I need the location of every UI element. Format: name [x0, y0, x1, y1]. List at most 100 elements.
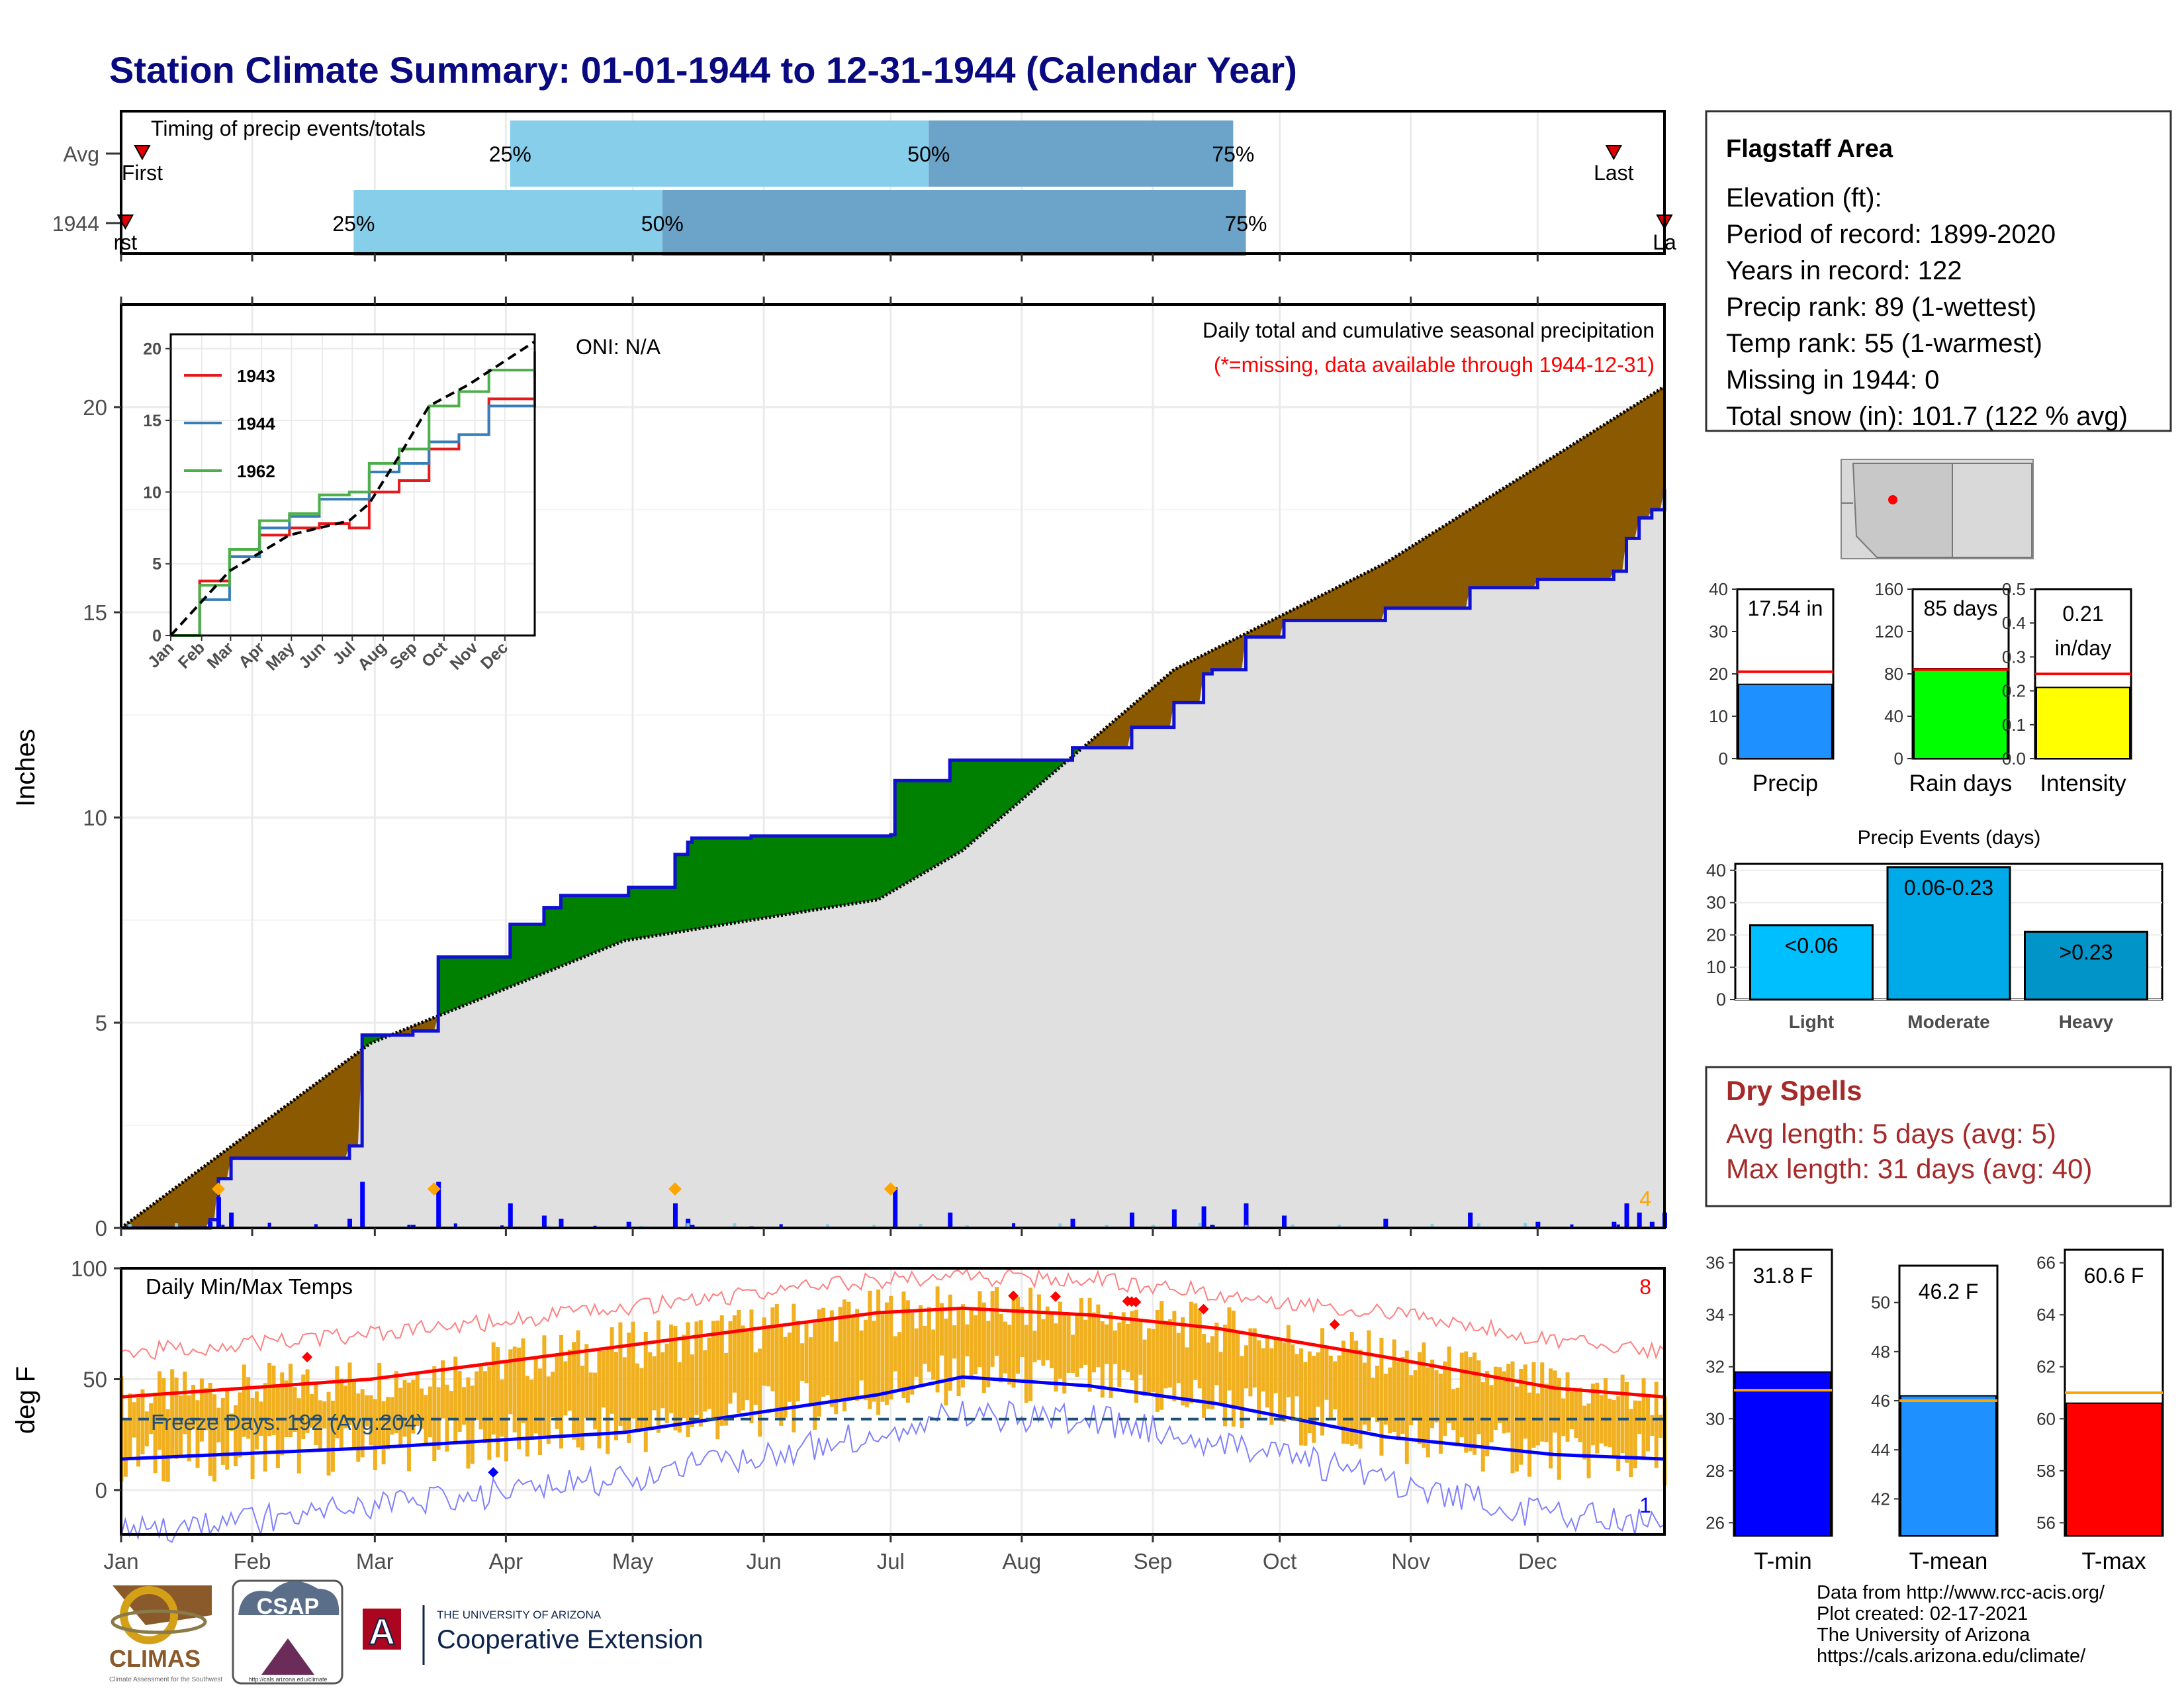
precip-diff-segment	[1406, 546, 1412, 609]
daily-temp-bar	[1480, 1382, 1485, 1472]
station-info-line: Elevation (ft):	[1726, 183, 1882, 212]
daily-temp-bar	[1320, 1328, 1324, 1436]
daily-precip-bar	[508, 1203, 513, 1228]
daily-precip-bar	[825, 1224, 829, 1228]
daily-temp-bar	[538, 1368, 543, 1455]
daily-temp-bar	[1227, 1307, 1232, 1391]
daily-precip-bar	[1291, 1224, 1295, 1228]
daily-temp-bar	[1071, 1335, 1075, 1373]
daily-temp-bar	[1531, 1362, 1536, 1448]
daily-temp-bar	[1443, 1361, 1447, 1436]
precip-diff-segment	[856, 835, 862, 904]
precip-diff-segment	[653, 887, 659, 937]
daily-temp-bar	[128, 1393, 132, 1459]
daily-precip-bar	[1624, 1203, 1629, 1228]
tbar-y-tick-label: 46	[1871, 1391, 1890, 1411]
precip-diff-segment	[306, 1086, 312, 1158]
daily-temp-bar	[1312, 1356, 1316, 1443]
daily-temp-bar	[677, 1362, 682, 1433]
tbar-value-label: 60.6 F	[2084, 1264, 2144, 1288]
precip-diff-segment	[692, 837, 697, 930]
precip-diff-segment	[582, 895, 587, 959]
daily-temp-bar	[529, 1380, 534, 1440]
precip-diff-segment	[615, 895, 621, 945]
precip-events-chart: Precip Events (days) 0 10 20 30 40 <0.06 Light 0…	[1706, 827, 2163, 1032]
daily-temp-bar	[1489, 1385, 1494, 1442]
precip-diff-segment	[1313, 596, 1318, 621]
daily-precip-bar	[872, 1225, 876, 1228]
daily-temp-bar	[386, 1397, 390, 1450]
daily-temp-bar	[969, 1307, 974, 1380]
station-info-line: Temp rank: 55 (1-warmest)	[1726, 329, 2042, 358]
precip-diff-segment	[1626, 407, 1631, 539]
precip-diff-segment	[772, 835, 777, 917]
precip-diff-segment	[539, 923, 545, 976]
daily-temp-bar	[698, 1320, 703, 1427]
daily-temp-bar	[1147, 1328, 1152, 1393]
daily-temp-bar	[432, 1366, 437, 1462]
precip-diff-segment	[319, 1077, 325, 1158]
daily-temp-panel: Freeze Days: 192 (Avg:204) Daily Min/Max …	[11, 1256, 1667, 1573]
precip-diff-segment	[154, 1199, 159, 1229]
precip-diff-segment	[1156, 680, 1162, 727]
daily-temp-bar	[1341, 1340, 1345, 1444]
daily-temp-bar	[365, 1395, 369, 1427]
daily-temp-bar	[381, 1401, 386, 1465]
daily-temp-bar	[1578, 1387, 1582, 1442]
daily-temp-bar	[1590, 1383, 1595, 1446]
daily-temp-bar	[1379, 1337, 1384, 1456]
precip-diff-segment	[269, 1114, 274, 1158]
dry-spells-box: Dry Spells Avg length: 5 days (avg: 5) Max…	[1705, 1066, 2172, 1207]
daily-temp-bar	[504, 1360, 508, 1462]
daily-temp-bar	[170, 1369, 175, 1457]
precip-diff-segment	[941, 780, 946, 863]
precip-diff-segment	[260, 1121, 265, 1158]
record-high-count: 8	[1639, 1275, 1651, 1299]
season-y-tick-label: 40	[1884, 706, 1903, 726]
precip-diff-segment	[573, 895, 578, 962]
precip-diff-segment	[167, 1190, 173, 1229]
daily-temp-bar	[1637, 1400, 1642, 1434]
daily-temp-bar	[314, 1382, 318, 1445]
daily-temp-bar	[792, 1303, 796, 1432]
daily-temp-bar	[1045, 1306, 1050, 1360]
daily-temp-bar	[246, 1377, 251, 1439]
precip-diff-segment	[1647, 394, 1653, 518]
daily-temp-bar	[1096, 1304, 1101, 1368]
timing-q50-label: 50%	[641, 212, 684, 236]
tbar-y-tick-label: 48	[1871, 1342, 1890, 1362]
precip-diff-segment	[1009, 759, 1014, 812]
tbar-y-tick-label: 28	[1706, 1461, 1725, 1481]
events-title: Precip Events (days)	[1858, 827, 2041, 849]
daily-temp-bar	[884, 1302, 889, 1405]
daily-temp-bar	[1189, 1301, 1193, 1403]
daily-temp-bar	[1502, 1371, 1506, 1434]
tbar-panel-label: T-max	[2081, 1548, 2146, 1574]
precip-diff-segment	[294, 1096, 299, 1158]
daily-temp-bar	[1142, 1339, 1147, 1396]
season-y-tick-label: 80	[1884, 664, 1903, 684]
daily-temp-bar	[974, 1315, 978, 1375]
daily-temp-bar	[415, 1372, 420, 1426]
precip-diff-segment	[594, 895, 600, 953]
daily-temp-bar	[351, 1382, 356, 1448]
daily-temp-bar	[123, 1418, 128, 1477]
tbar-y-tick-label: 58	[2036, 1461, 2056, 1481]
precip-diff-segment	[810, 835, 815, 911]
precip-diff-segment	[1630, 404, 1635, 539]
daily-temp-bar	[1231, 1310, 1236, 1427]
daily-precip-bar	[1244, 1225, 1248, 1228]
precip-diff-segment	[623, 895, 629, 941]
daily-temp-bar	[512, 1346, 517, 1432]
precip-diff-segment	[1419, 538, 1424, 609]
precip-diff-segment	[256, 1124, 261, 1158]
daily-temp-bar	[1100, 1321, 1105, 1398]
tbar-y-tick-label: 32	[1706, 1357, 1725, 1377]
daily-temp-bar	[978, 1291, 982, 1368]
ua-line1: THE UNIVERSITY OF ARIZONA	[437, 1609, 602, 1621]
daily-temp-bar	[521, 1338, 525, 1423]
precip-diff-segment	[801, 835, 807, 913]
daily-temp-bar	[204, 1388, 208, 1430]
daily-temp-bar	[741, 1325, 745, 1411]
precip-diff-segment	[526, 923, 532, 981]
